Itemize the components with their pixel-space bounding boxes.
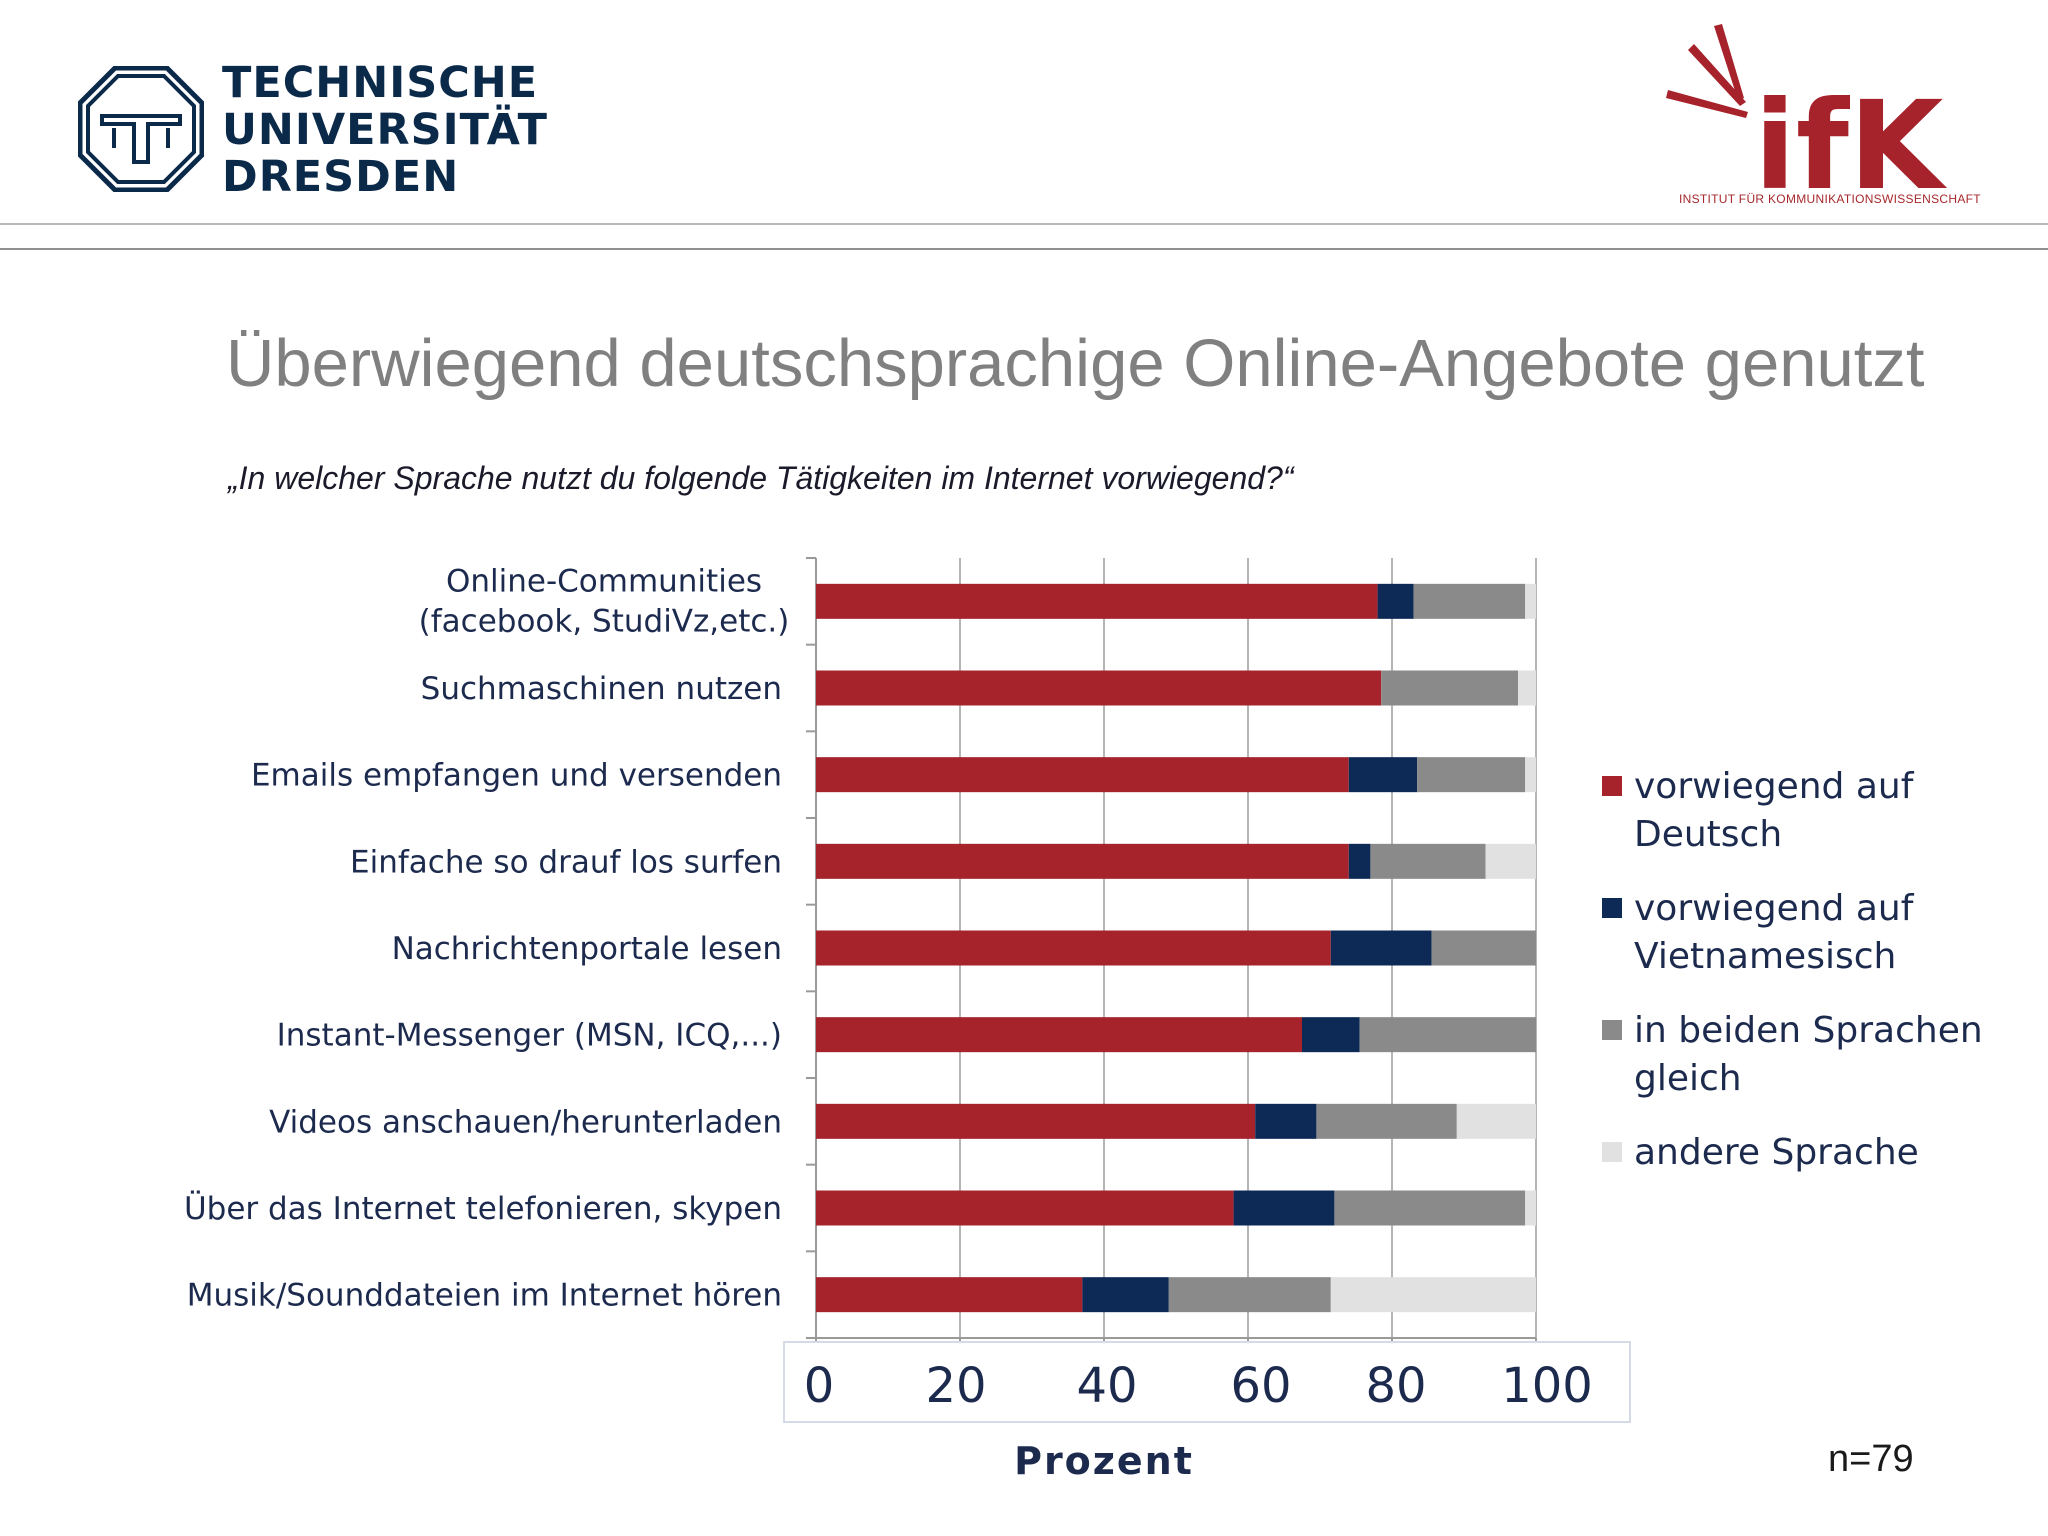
category-label: Suchmaschinen nutzen [421,671,782,707]
survey-question: „In welcher Sprache nutzt du folgende Tä… [228,460,1294,496]
category-label: Musik/Sounddateien im Internet hören [187,1278,782,1314]
category-label: Instant-Messenger (MSN, ICQ,...) [277,1018,782,1054]
sample-size: n=79 [1828,1438,1914,1480]
category-label: Videos anschauen/herunterladen [269,1104,782,1140]
category-labels: Online-Communities (facebook, StudiVz,etc… [184,563,789,1313]
x-tick-label: 20 [925,1358,986,1414]
x-axis: 0 20 40 60 80 100 Prozent [783,1341,1631,1483]
bar-segment-andere [1525,1190,1536,1226]
bar-segment-beide [1381,670,1518,706]
legend-label: Deutsch [1634,814,1782,855]
bar-segment-vietnamesisch [1348,757,1418,793]
category-label: Emails empfangen und versenden [251,758,782,794]
category-label: Einfache so drauf los surfen [350,844,782,880]
bar-segment-vietnamesisch [1233,1190,1335,1226]
university-line: TECHNISCHE [222,58,539,108]
slide-title: Überwiegend deutschsprachige Online-Ange… [226,326,1925,401]
legend-swatch [1602,898,1622,918]
x-tick-label: 0 [804,1358,835,1414]
university-line: DRESDEN [222,152,460,202]
chart-legend: vorwiegend auf Deutsch vorwiegend auf Vietn… [1602,766,1983,1173]
legend-label: andere Sprache [1634,1132,1919,1173]
tud-logo-icon [78,66,204,192]
bar-segment-andere [1456,1103,1536,1139]
bar-segment-beide [1370,843,1486,879]
legend-label: vorwiegend auf [1634,766,1915,807]
bar-segment-beide [1417,757,1526,793]
university-line: UNIVERSITÄT [222,105,548,155]
category-label: (facebook, StudiVz,etc.) [419,603,790,639]
category-label: Nachrichtenportale lesen [392,931,782,967]
bar-segment-beide [1431,930,1536,966]
bar-segment-vietnamesisch [1302,1017,1360,1053]
bar-segment-andere [1525,583,1536,619]
x-tick-label: 60 [1230,1358,1291,1414]
bar-segment-andere [1525,757,1536,793]
legend-label: gleich [1634,1058,1742,1099]
bar-segment-deutsch [816,757,1349,793]
bar-segment-deutsch [816,583,1378,619]
bar-segment-andere [1485,843,1536,879]
bar-segment-andere [1330,1277,1536,1313]
header-rule [0,223,2048,225]
bar-segment-vietnamesisch [1082,1277,1169,1313]
bar-segment-deutsch [816,1190,1234,1226]
legend-label: Vietnamesisch [1634,936,1896,977]
legend-label: in beiden Sprachen [1634,1010,1983,1051]
x-tick-label: 40 [1076,1358,1137,1414]
legend-label: vorwiegend auf [1634,888,1915,929]
bar-segment-vietnamesisch [1330,930,1432,966]
bar-segment-beide [1316,1103,1457,1139]
x-tick-label: 80 [1365,1358,1426,1414]
x-axis-title: Prozent [1014,1439,1194,1483]
bar-segment-vietnamesisch [1348,843,1371,879]
bar-segment-deutsch [816,930,1331,966]
ifk-logo-icon: ifK [1666,24,1948,192]
category-label: Online-Communities [446,563,762,599]
axis-label-box [783,1341,1631,1423]
bar-segment-deutsch [816,1017,1302,1053]
institute-name: Institut für Kommunikationswissenschaft [1679,192,1981,206]
bar-segment-beide [1413,583,1526,619]
bar-segment-andere [1518,670,1536,706]
bar-segment-beide [1168,1277,1331,1313]
category-label: Über das Internet telefonieren, skypen [184,1190,782,1227]
bar-segment-deutsch [816,1103,1256,1139]
ifk-logo-text: ifK [1754,75,1948,192]
chart-bars [816,583,1536,1313]
bar-segment-deutsch [816,1277,1083,1313]
bar-segment-beide [1334,1190,1526,1226]
legend-swatch [1602,776,1622,796]
bar-segment-vietnamesisch [1255,1103,1317,1139]
bar-segment-beide [1359,1017,1536,1053]
university-name: TECHNISCHE UNIVERSITÄT DRESDEN [222,60,548,201]
x-tick-label: 100 [1501,1358,1593,1414]
legend-swatch [1602,1142,1622,1162]
header-rule [0,248,2048,250]
bar-segment-vietnamesisch [1377,583,1414,619]
bar-segment-deutsch [816,670,1382,706]
slide-header: TECHNISCHE UNIVERSITÄT DRESDEN ifK Insti… [0,0,2048,250]
bar-segment-deutsch [816,843,1349,879]
legend-swatch [1602,1020,1622,1040]
